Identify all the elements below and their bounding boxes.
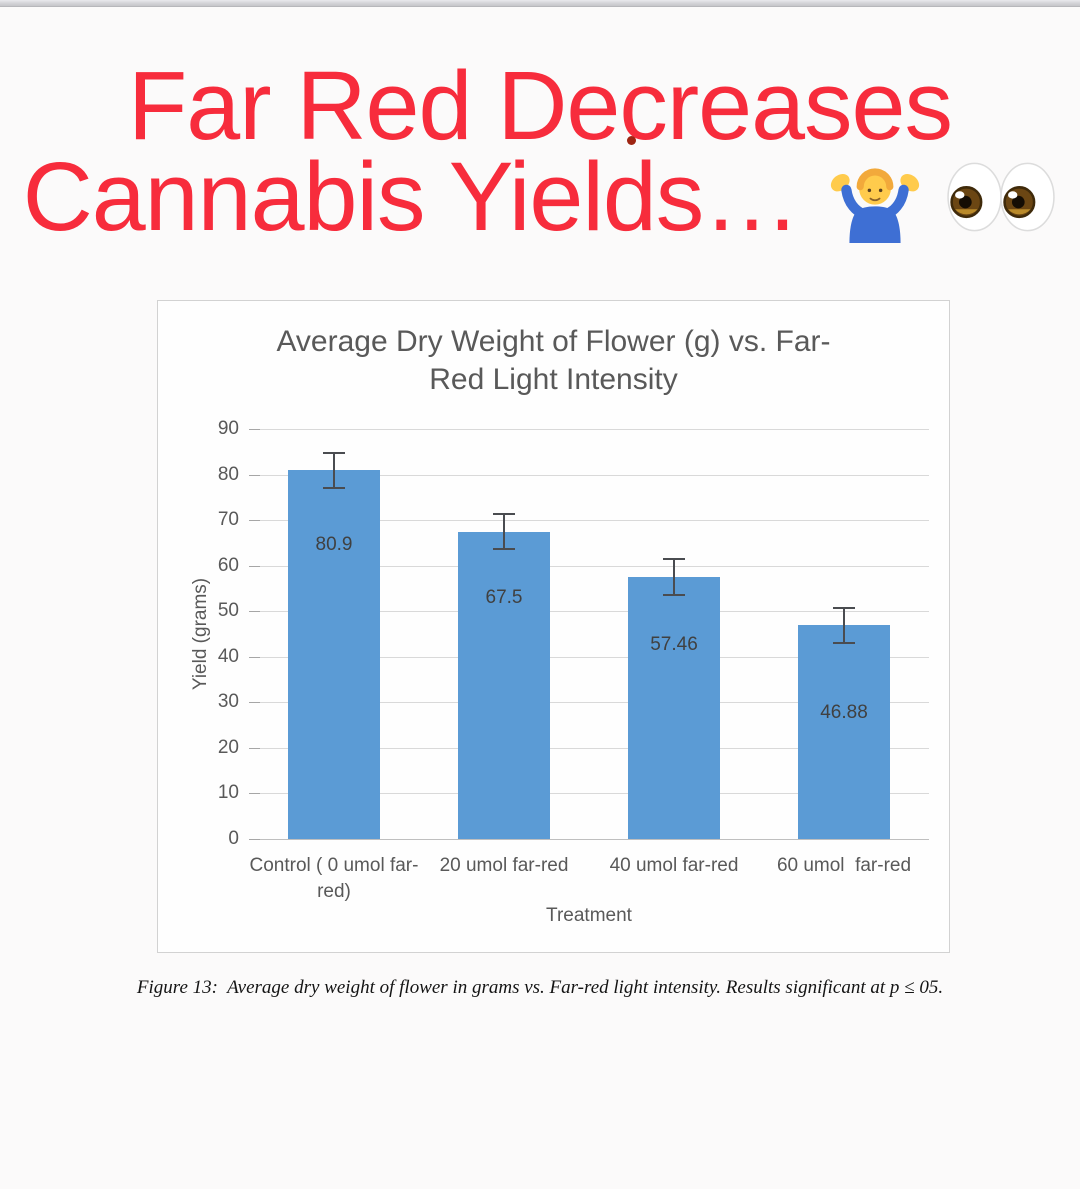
y-tick-90: [249, 429, 260, 430]
gridline-40: [249, 656, 929, 658]
y-tick-label-10: 10: [217, 782, 239, 804]
error-bar-cap-top-0: [323, 452, 345, 455]
error-bar-1: [503, 513, 505, 550]
chart-panel: Average Dry Weight of Flower (g) vs. Far…: [157, 300, 950, 953]
bar-value-label-0: 80.9: [315, 534, 353, 556]
headline-line1: Far Red Decreases: [128, 51, 953, 160]
y-tick-20: [249, 747, 260, 749]
y-tick-0: [249, 839, 260, 840]
x-category-label-1: 20 umol far-red: [439, 855, 569, 876]
y-tick-label-40: 40: [217, 645, 239, 667]
chart-title-line2: Red Light Intensity: [429, 363, 678, 396]
y-tick-label-50: 50: [217, 600, 239, 622]
x-axis-title: Treatment: [546, 905, 632, 926]
y-tick-50: [249, 611, 260, 613]
bar-2: [628, 577, 720, 839]
y-tick-label-80: 80: [217, 463, 239, 485]
gridline-90: [249, 429, 929, 430]
bar-1: [458, 531, 550, 839]
y-tick-30: [249, 702, 260, 704]
gridline-10: [249, 793, 929, 795]
bar-3: [798, 625, 890, 839]
x-category-label-2: 40 umol far-red: [609, 855, 739, 876]
error-bar-3: [843, 607, 845, 644]
gridline-0: [249, 839, 929, 840]
y-tick-label-20: 20: [217, 736, 239, 758]
error-bar-0: [333, 453, 335, 488]
headline-line2-text: Cannabis Yields…: [23, 136, 800, 245]
gridline-60: [249, 565, 929, 567]
figure-caption: Figure 13: Average dry weight of flower …: [136, 977, 944, 998]
y-tick-10: [249, 793, 260, 795]
man-shrugging-emoji: [831, 167, 920, 243]
error-bar-cap-bottom-1: [493, 548, 515, 551]
y-tick-label-0: 0: [228, 828, 239, 849]
bar-value-label-1: 67.5: [485, 586, 523, 608]
y-tick-60: [249, 565, 260, 567]
gridline-20: [249, 747, 929, 749]
gridline-70: [249, 520, 929, 522]
error-bar-cap-bottom-3: [833, 642, 855, 645]
error-bar-cap-top-3: [833, 606, 855, 609]
bar-0: [288, 470, 380, 839]
window-top-edge: [0, 0, 1080, 7]
error-bar-2: [673, 559, 675, 595]
bar-value-label-2: 57.46: [650, 634, 698, 656]
gridline-30: [249, 702, 929, 704]
error-bar-cap-bottom-0: [323, 486, 345, 489]
y-tick-40: [249, 656, 260, 658]
bar-value-label-3: 46.88: [820, 702, 868, 724]
gridline-80: [249, 474, 929, 476]
eyes-emoji: [947, 162, 1056, 231]
y-tick-label-70: 70: [217, 509, 239, 531]
y-tick-80: [249, 474, 260, 476]
error-bar-cap-top-1: [493, 512, 515, 515]
y-tick-label-90: 90: [217, 418, 239, 439]
stray-red-dot: [627, 136, 637, 145]
y-tick-label-30: 30: [217, 691, 239, 713]
error-bar-cap-bottom-2: [663, 594, 685, 596]
error-bar-cap-top-2: [663, 558, 685, 561]
gridline-50: [249, 611, 929, 613]
y-tick-label-60: 60: [217, 554, 239, 576]
chart-title-line1: Average Dry Weight of Flower (g) vs. Far…: [276, 325, 831, 358]
chart-title: Average Dry Weight of Flower (g) vs. Far…: [158, 323, 949, 399]
x-category-label-0: Control ( 0 umol far-red): [249, 855, 419, 902]
x-category-label-3: 60 umol far-red: [776, 855, 912, 876]
y-tick-70: [249, 520, 260, 522]
headline-line2: Cannabis Yields…: [0, 136, 1080, 245]
